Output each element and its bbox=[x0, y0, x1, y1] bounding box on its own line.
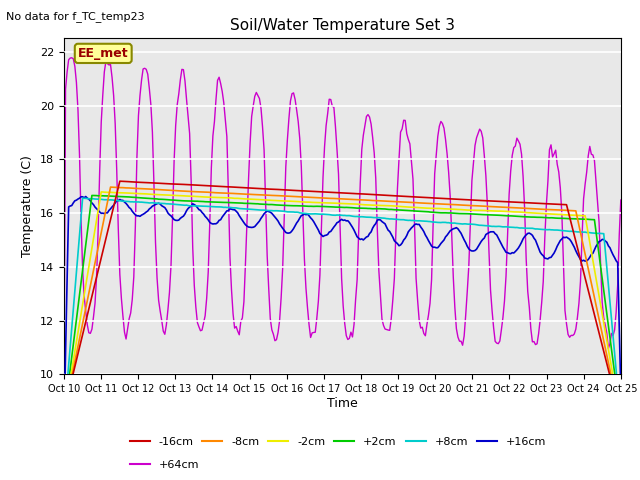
Text: No data for f_TC_temp23: No data for f_TC_temp23 bbox=[6, 11, 145, 22]
Text: EE_met: EE_met bbox=[78, 47, 129, 60]
Title: Soil/Water Temperature Set 3: Soil/Water Temperature Set 3 bbox=[230, 18, 455, 33]
X-axis label: Time: Time bbox=[327, 397, 358, 410]
Legend: +64cm: +64cm bbox=[125, 456, 204, 475]
Y-axis label: Temperature (C): Temperature (C) bbox=[22, 156, 35, 257]
